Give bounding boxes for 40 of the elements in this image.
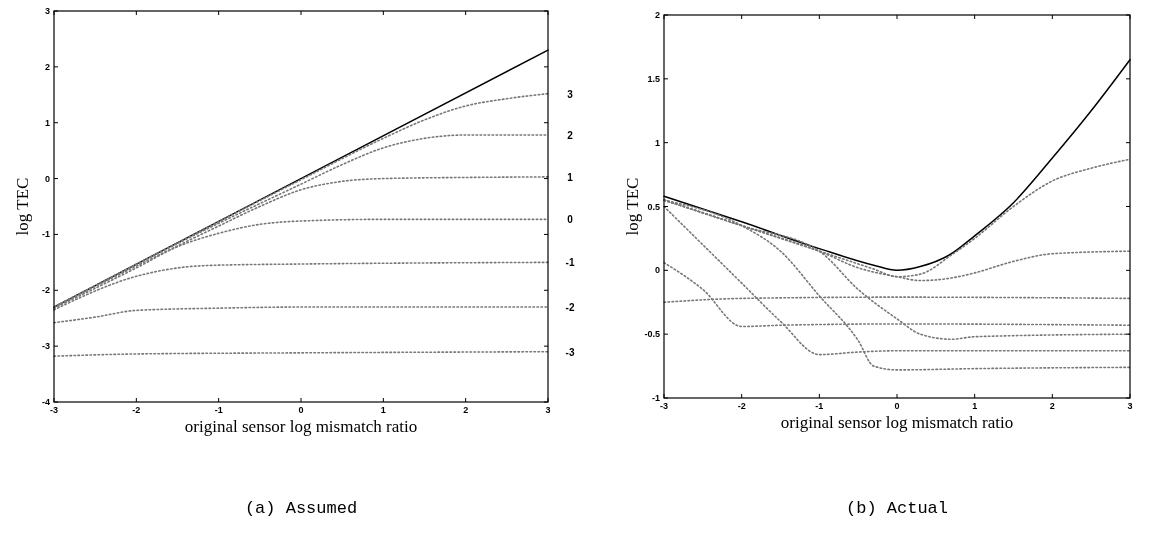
series-label: -2 xyxy=(565,302,575,314)
y-tick-label: -3 xyxy=(41,341,50,352)
y-tick-label: 2 xyxy=(654,10,660,20)
series-label: 0 xyxy=(567,214,574,226)
y-axis-title: log TEC xyxy=(623,177,642,236)
series-label: 2 xyxy=(567,130,574,141)
x-axis-title: original sensor log mismatch ratio xyxy=(780,413,1014,432)
x-tick-label: 3 xyxy=(1127,401,1133,411)
x-tick-label: -2 xyxy=(132,405,141,415)
y-tick-label: 1 xyxy=(44,117,50,128)
series-label: -1 xyxy=(565,257,575,269)
y-tick-label: 0 xyxy=(654,265,660,276)
y-tick-label: -4 xyxy=(41,397,50,407)
x-tick-label: -1 xyxy=(214,405,223,415)
text: (a) Assumed xyxy=(244,499,358,518)
text: (b) Actual xyxy=(845,499,949,518)
y-tick-label: -1 xyxy=(41,229,50,240)
x-axis-title: original sensor log mismatch ratio xyxy=(184,417,418,436)
y-tick-label: -1 xyxy=(651,393,660,403)
x-tick-label: 0 xyxy=(298,405,304,415)
x-tick-label: -1 xyxy=(815,401,824,411)
y-tick-label: -2 xyxy=(41,285,50,296)
x-tick-label: 2 xyxy=(1049,401,1055,411)
y-tick-label: 2 xyxy=(44,61,50,72)
series-label: 1 xyxy=(567,171,574,183)
y-tick-label: -0.5 xyxy=(644,329,660,340)
y-axis-title: log TEC xyxy=(13,177,32,236)
x-tick-label: -2 xyxy=(737,401,746,411)
y-tick-label: 1 xyxy=(654,137,660,148)
x-tick-label: 1 xyxy=(380,405,386,415)
y-tick-label: 3 xyxy=(44,6,50,16)
series-label: 3 xyxy=(567,88,574,100)
y-tick-label: 0 xyxy=(44,173,50,184)
x-tick-label: 1 xyxy=(972,401,978,411)
x-tick-label: 3 xyxy=(545,405,551,415)
series-label: -3 xyxy=(565,346,575,358)
x-tick-label: 0 xyxy=(894,401,900,411)
y-tick-label: 1.5 xyxy=(647,73,660,84)
x-tick-label: 2 xyxy=(463,405,469,415)
y-tick-label: 0.5 xyxy=(647,201,660,212)
